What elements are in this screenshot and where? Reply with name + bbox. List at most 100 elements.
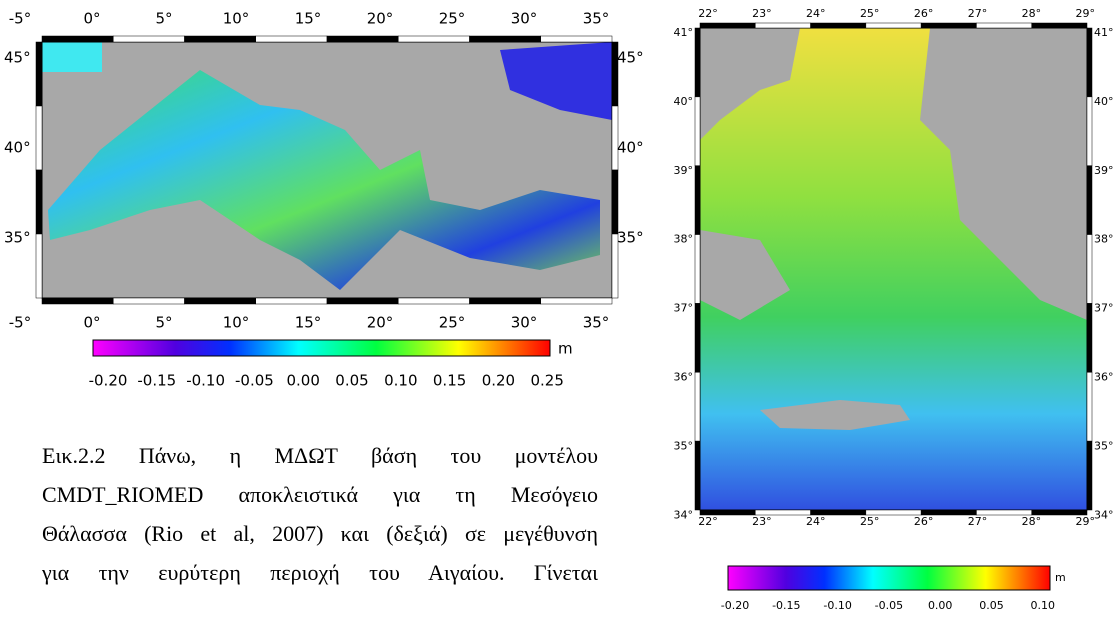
x-tick-label: 26° bbox=[914, 515, 934, 528]
frame-band bbox=[695, 303, 700, 372]
x-tick-label: 0° bbox=[83, 10, 100, 28]
y-tick-label: 41° bbox=[1094, 26, 1114, 39]
frame-band bbox=[1087, 372, 1092, 441]
y-tick-label: 35° bbox=[674, 439, 694, 452]
frame-band bbox=[695, 97, 700, 166]
colorbar-unit: m bbox=[1055, 571, 1066, 584]
x-tick-label: 25° bbox=[439, 314, 466, 332]
frame-band bbox=[185, 36, 256, 42]
frame-band bbox=[36, 42, 42, 106]
frame-band bbox=[113, 36, 184, 42]
x-tick-label: 35° bbox=[583, 10, 610, 28]
y-tick-label: 37° bbox=[1094, 302, 1114, 315]
y-tick-label: 34° bbox=[1094, 508, 1114, 521]
x-tick-label: -5° bbox=[9, 10, 31, 28]
x-tick-label: 20° bbox=[367, 10, 394, 28]
frame-band bbox=[42, 36, 113, 42]
frame-band bbox=[695, 28, 700, 97]
frame-band bbox=[1032, 23, 1087, 28]
frame-band bbox=[327, 298, 398, 304]
y-tick-label: 45° bbox=[617, 49, 644, 67]
colorbar-label: -0.10 bbox=[823, 599, 851, 612]
x-tick-label: 10° bbox=[223, 10, 250, 28]
frame-band bbox=[42, 298, 113, 304]
x-tick-label: 25° bbox=[860, 515, 880, 528]
y-tick-label: 45° bbox=[4, 49, 31, 67]
frame-band bbox=[1087, 28, 1092, 97]
colorbar-label: 0.20 bbox=[482, 372, 515, 390]
colorbar-label: -0.05 bbox=[875, 599, 903, 612]
frame-band bbox=[541, 36, 612, 42]
x-tick-label: 15° bbox=[295, 314, 322, 332]
x-tick-label: 35° bbox=[583, 314, 610, 332]
frame-band bbox=[256, 36, 327, 42]
y-tick-label: 39° bbox=[674, 164, 694, 177]
frame-band bbox=[811, 23, 866, 28]
y-tick-label: 38° bbox=[1094, 233, 1114, 246]
colorbar-label: 0.15 bbox=[433, 372, 466, 390]
x-tick-label: 20° bbox=[367, 314, 394, 332]
colorbar-label: 0.10 bbox=[384, 372, 417, 390]
x-tick-label: 0° bbox=[83, 314, 100, 332]
frame-band bbox=[398, 36, 469, 42]
x-tick-label: 25° bbox=[860, 7, 880, 20]
frame-band bbox=[1087, 166, 1092, 235]
caption-line: για την ευρύτερη περιοχή του Αιγαίου. Γί… bbox=[42, 560, 598, 586]
y-tick-label: 40° bbox=[674, 95, 694, 108]
frame-band bbox=[36, 234, 42, 298]
colorbar-label: 0.05 bbox=[335, 372, 368, 390]
frame-band bbox=[695, 166, 700, 235]
document: -5°-5°0°0°5°5°10°10°15°15°20°20°25°25°30… bbox=[0, 0, 1114, 617]
frame-band bbox=[1087, 97, 1092, 166]
x-tick-label: 29° bbox=[1076, 515, 1096, 528]
y-tick-label: 36° bbox=[1094, 371, 1114, 384]
x-tick-label: 30° bbox=[511, 314, 538, 332]
x-tick-label: 28° bbox=[1022, 7, 1042, 20]
frame-band bbox=[185, 298, 256, 304]
x-tick-label: 26° bbox=[914, 7, 934, 20]
x-tick-label: 22° bbox=[698, 7, 718, 20]
x-tick-label: 30° bbox=[511, 10, 538, 28]
x-tick-label: 15° bbox=[295, 10, 322, 28]
frame-band bbox=[36, 106, 42, 170]
frame-band bbox=[695, 441, 700, 510]
x-tick-label: 28° bbox=[1022, 515, 1042, 528]
frame-band bbox=[695, 235, 700, 304]
frame-band bbox=[612, 170, 618, 234]
caption-line: CMDT_RIOMED αποκλειστικά για τη Μεσόγειο bbox=[42, 482, 598, 508]
frame-band bbox=[1087, 235, 1092, 304]
y-tick-label: 37° bbox=[674, 302, 694, 315]
colorbar bbox=[93, 340, 550, 356]
y-tick-label: 34° bbox=[674, 508, 694, 521]
frame-band bbox=[921, 23, 976, 28]
sea-patch bbox=[42, 42, 102, 72]
frame-band bbox=[1087, 303, 1092, 372]
colorbar-label: -0.05 bbox=[235, 372, 274, 390]
x-tick-label: 22° bbox=[698, 515, 718, 528]
frame-band bbox=[470, 36, 541, 42]
x-tick-label: 29° bbox=[1076, 7, 1096, 20]
x-tick-label: 10° bbox=[223, 314, 250, 332]
colorbar-label: 0.00 bbox=[286, 372, 319, 390]
x-tick-label: 23° bbox=[752, 7, 772, 20]
y-tick-label: 40° bbox=[4, 139, 31, 157]
x-tick-label: 5° bbox=[155, 10, 172, 28]
colorbar-label: 0.25 bbox=[530, 372, 563, 390]
frame-band bbox=[327, 36, 398, 42]
colorbar-unit: m bbox=[558, 340, 573, 358]
colorbar-label: -0.10 bbox=[186, 372, 225, 390]
y-tick-label: 38° bbox=[674, 233, 694, 246]
y-tick-label: 35° bbox=[1094, 439, 1114, 452]
colorbar-label: -0.15 bbox=[772, 599, 800, 612]
colorbar-label: 0.00 bbox=[928, 599, 953, 612]
frame-band bbox=[113, 298, 184, 304]
y-tick-label: 41° bbox=[674, 26, 694, 39]
frame-band bbox=[398, 298, 469, 304]
colorbar-label: 0.05 bbox=[979, 599, 1004, 612]
x-tick-label: 24° bbox=[806, 515, 826, 528]
colorbar-label: 0.10 bbox=[1031, 599, 1056, 612]
right-map bbox=[700, 28, 1087, 510]
x-tick-label: 27° bbox=[968, 7, 988, 20]
colorbar-label: -0.15 bbox=[137, 372, 176, 390]
frame-band bbox=[256, 298, 327, 304]
